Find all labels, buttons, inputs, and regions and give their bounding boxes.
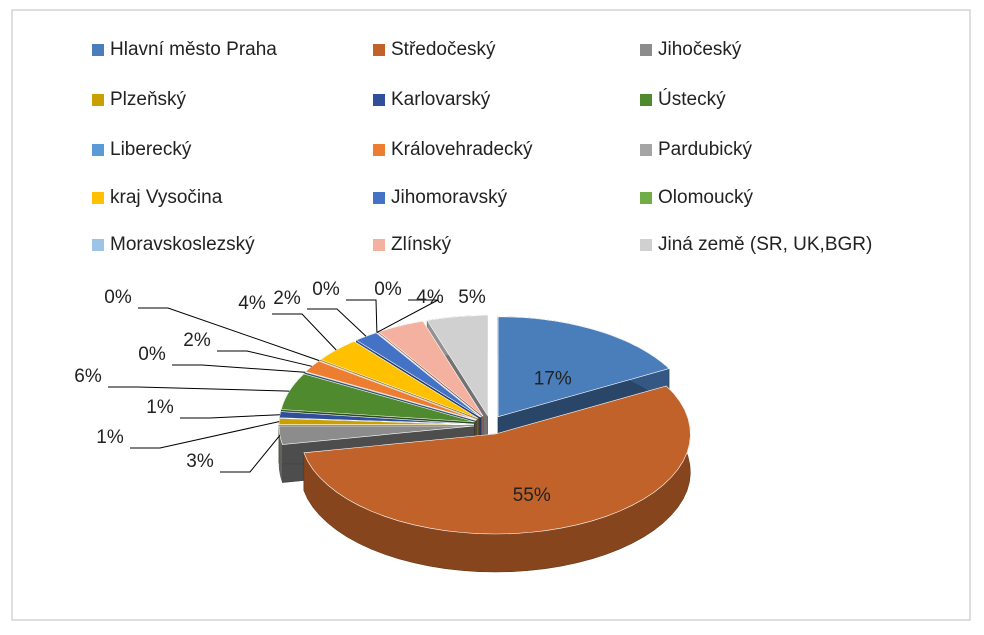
legend-swatch (640, 239, 652, 251)
legend-label: Liberecký (110, 139, 192, 160)
legend-label: Moravskoslezský (110, 234, 255, 255)
data-label: 1% (146, 397, 174, 418)
legend-label: Ústecký (658, 88, 726, 110)
data-label: 6% (74, 366, 102, 387)
legend-swatch (92, 239, 104, 251)
data-label: 0% (138, 344, 166, 365)
data-label: 3% (186, 451, 214, 472)
legend-swatch (373, 44, 385, 56)
data-label: 2% (183, 330, 211, 351)
legend-label: Jiná země (SR, UK,BGR) (658, 234, 872, 255)
legend-label: Zlínský (391, 234, 452, 255)
legend-swatch (640, 94, 652, 106)
legend-swatch (373, 239, 385, 251)
legend-swatch (92, 192, 104, 204)
legend-swatch (92, 94, 104, 106)
data-label: 0% (312, 279, 340, 300)
legend-swatch (373, 94, 385, 106)
data-label: 4% (238, 293, 266, 314)
legend-swatch (640, 44, 652, 56)
legend-label: kraj Vysočina (110, 187, 223, 208)
data-label: 2% (273, 288, 301, 309)
legend-label: Karlovarský (391, 89, 491, 110)
legend-label: Královehradecký (391, 139, 533, 160)
legend-swatch (373, 192, 385, 204)
legend-swatch (640, 144, 652, 156)
data-label: 55% (513, 485, 551, 506)
legend-label: Hlavní město Praha (110, 39, 277, 60)
data-label: 17% (534, 368, 572, 389)
data-label: 4% (416, 287, 444, 308)
legend-label: Pardubický (658, 139, 752, 160)
legend-label: Jihomoravský (391, 187, 508, 208)
data-label: 1% (96, 427, 124, 448)
legend-swatch (92, 44, 104, 56)
data-label: 0% (104, 287, 132, 308)
legend-label: Středočeský (391, 39, 496, 60)
legend-label: Jihočeský (658, 39, 742, 60)
data-label: 5% (458, 287, 486, 308)
legend-swatch (373, 144, 385, 156)
legend-label: Olomoucký (658, 187, 754, 208)
legend-swatch (92, 144, 104, 156)
data-label: 0% (374, 279, 402, 300)
legend-label: Plzeňský (110, 89, 187, 110)
legend-swatch (640, 192, 652, 204)
